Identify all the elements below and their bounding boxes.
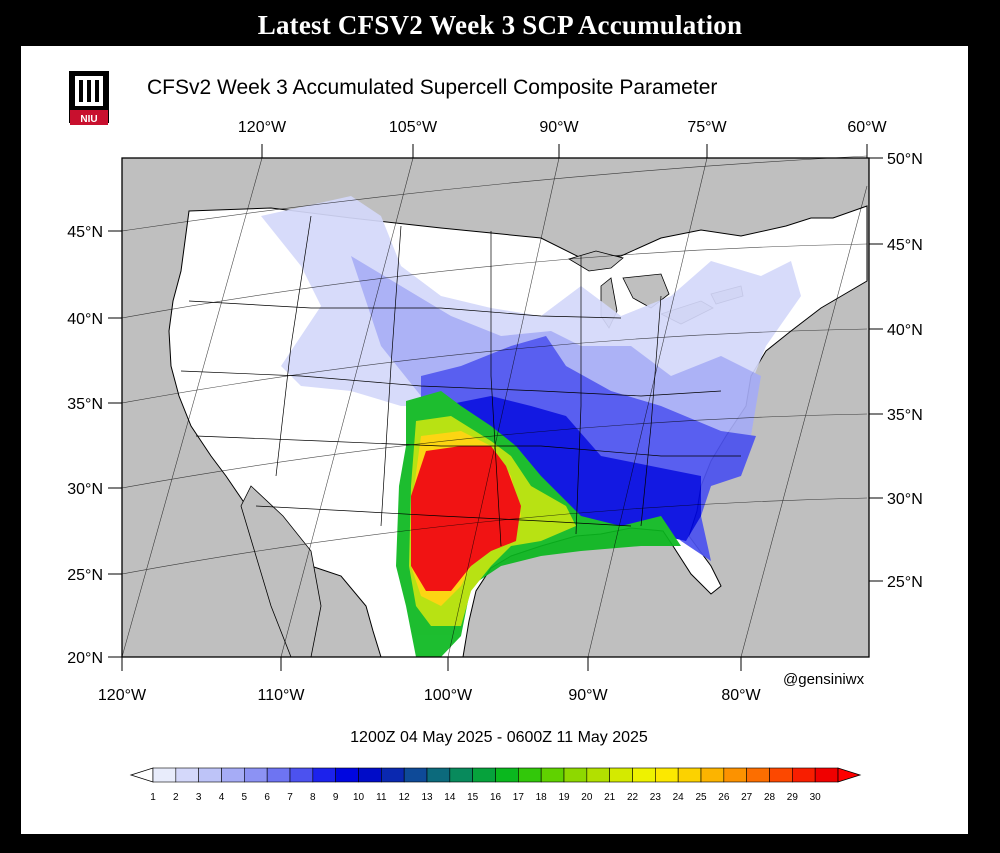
right-lat-label: 30°N (887, 491, 923, 508)
right-lat-label: 50°N (887, 151, 923, 168)
colorbar-swatch (449, 767, 473, 783)
colorbar-swatch (381, 767, 405, 783)
valid-period: 1200Z 04 May 2025 - 0600Z 11 May 2025 (350, 729, 648, 746)
colorbar-swatch (495, 767, 519, 783)
right-lat-label: 45°N (887, 237, 923, 254)
colorbar-tick-label: 4 (219, 792, 225, 803)
colorbar-tick-label: 17 (513, 792, 525, 803)
right-lat-label: 25°N (887, 574, 923, 591)
colorbar-tick-label: 28 (764, 792, 776, 803)
colorbar-swatch (632, 767, 656, 783)
colorbar-tick-label: 5 (242, 792, 248, 803)
bottom-lon-label: 120°W (98, 687, 147, 704)
colorbar-tick-label: 20 (581, 792, 593, 803)
colorbar-tick-label: 26 (718, 792, 730, 803)
bottom-lon-label: 110°W (257, 687, 305, 704)
colorbar-swatch (403, 767, 428, 783)
niu-seal-icon: NIU (69, 71, 109, 125)
bottom-lon-label: 100°W (424, 687, 473, 704)
colorbar-min-arrow (129, 767, 154, 783)
colorbar-swatch (723, 767, 747, 783)
colorbar-tick-label: 2 (173, 792, 179, 803)
colorbar-swatch (700, 767, 725, 783)
left-lat-label: 25°N (67, 567, 103, 584)
colorbar-swatch (655, 767, 679, 783)
colorbar-swatch (289, 767, 314, 783)
colorbar-swatch (175, 767, 199, 783)
colorbar-tick-label: 13 (421, 792, 433, 803)
map-panel: NIU CFSv2 Week 3 Accumulated Supercell C… (21, 46, 968, 834)
colorbar: 1 2 3 4 5 6 7 8 9 10 11 12 13 14 15 16 17 18 19 20 21 22 23 24 2… (129, 767, 862, 803)
graticule (121, 155, 868, 658)
colorbar-tick-label: 8 (310, 792, 316, 803)
colorbar-tick-label: 16 (490, 792, 502, 803)
colorbar-tick-label: 23 (650, 792, 662, 803)
right-lat-label: 40°N (887, 322, 923, 339)
colorbar-tick-label: 22 (627, 792, 639, 803)
colorbar-swatch (426, 767, 451, 783)
colorbar-swatch (792, 767, 816, 783)
top-lon-label: 60°W (847, 119, 887, 136)
credit-label: @gensiniwx (783, 671, 865, 688)
colorbar-swatch (746, 767, 770, 783)
colorbar-tick-label: 1 (150, 792, 156, 803)
colorbar-tick-label: 3 (196, 792, 202, 803)
colorbar-tick-label: 30 (810, 792, 822, 803)
colorbar-swatch (563, 767, 588, 783)
scp-field (261, 196, 801, 657)
map-title: CFSv2 Week 3 Accumulated Supercell Compo… (147, 76, 717, 99)
colorbar-tick-label: 10 (353, 792, 365, 803)
colorbar-tick-label: 15 (467, 792, 479, 803)
left-lat-label: 30°N (67, 481, 103, 498)
top-lon-label: 120°W (238, 119, 287, 136)
colorbar-tick-label: 25 (695, 792, 707, 803)
colorbar-swatch (814, 767, 839, 783)
bottom-lon-label: 80°W (721, 687, 761, 704)
left-lat-label: 40°N (67, 311, 103, 328)
colorbar-swatch (221, 767, 245, 783)
colorbar-tick-label: 21 (604, 792, 616, 803)
bottom-lon-label: 90°W (568, 687, 608, 704)
colorbar-swatch (152, 767, 177, 783)
colorbar-swatch (335, 767, 359, 783)
colorbar-tick-label: 24 (673, 792, 685, 803)
colorbar-tick-label: 29 (787, 792, 799, 803)
colorbar-swatch (769, 767, 793, 783)
page-title: Latest CFSV2 Week 3 SCP Accumulation (257, 10, 743, 40)
top-lon-label: 105°W (389, 119, 438, 136)
colorbar-swatch (198, 767, 222, 783)
colorbar-swatch (540, 767, 565, 783)
colorbar-swatch (472, 767, 496, 783)
state-borders (180, 215, 741, 547)
colorbar-swatch (609, 767, 633, 783)
colorbar-tick-label: 12 (399, 792, 411, 803)
colorbar-tick-label: 18 (536, 792, 548, 803)
colorbar-tick-label: 6 (264, 792, 270, 803)
colorbar-swatch (358, 767, 382, 783)
colorbar-swatch (244, 767, 268, 783)
colorbar-tick-label: 11 (376, 792, 387, 803)
colorbar-swatch (586, 767, 610, 783)
colorbar-tick-label: 7 (287, 792, 293, 803)
colorbar-max-arrow (837, 767, 862, 783)
colorbar-tick-label: 14 (444, 792, 456, 803)
colorbar-swatch (266, 767, 291, 783)
top-lon-label: 90°W (539, 119, 579, 136)
left-lat-label: 45°N (67, 224, 103, 241)
colorbar-tick-label: 19 (558, 792, 570, 803)
left-lat-label: 35°N (67, 396, 103, 413)
colorbar-tick-label: 27 (741, 792, 753, 803)
niu-logo-text: NIU (80, 114, 97, 125)
left-lat-label: 20°N (67, 650, 103, 667)
colorbar-swatch (677, 767, 702, 783)
colorbar-tick-label: 9 (333, 792, 339, 803)
top-lon-label: 75°W (687, 119, 727, 136)
colorbar-swatch (518, 767, 542, 783)
right-lat-label: 35°N (887, 407, 923, 424)
colorbar-swatch (312, 767, 336, 783)
